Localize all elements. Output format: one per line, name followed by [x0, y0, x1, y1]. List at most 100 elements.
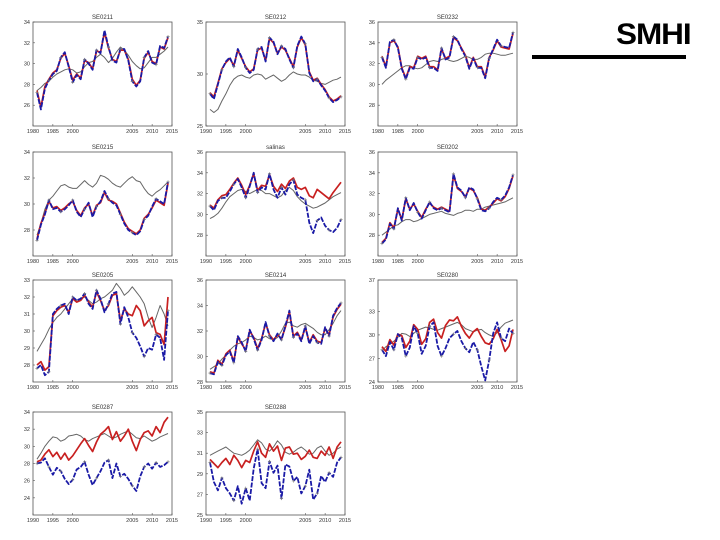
chart-panel-se0214: SE0214 28 30 32 34 36 1980 1985 2000 2005 2010 2015 — [197, 273, 351, 391]
observation-marker — [487, 206, 491, 210]
series-line-observed — [36, 181, 169, 241]
y-tick-label: 32 — [24, 295, 30, 301]
x-tick-label: 1995 — [220, 259, 232, 265]
observation-marker — [71, 198, 75, 202]
series-line-observed — [209, 448, 342, 505]
x-tick-label: 2005 — [126, 518, 138, 524]
observation-marker — [130, 331, 134, 335]
series-line-observed — [381, 32, 514, 81]
y-tick-label: 32 — [197, 329, 203, 335]
chart-title: SE0202 — [437, 145, 459, 151]
observation-marker — [380, 348, 384, 352]
observation-marker — [303, 324, 307, 328]
observation-marker — [339, 455, 343, 459]
observation-marker — [279, 338, 284, 342]
series-line-reference — [36, 430, 169, 460]
x-tick-label: 2010 — [319, 129, 331, 135]
chart-panel-se0232: SE0232 28 30 32 34 36 1980 1985 2000 2005 2010 2015 — [369, 15, 523, 135]
chart-title: SE0215 — [92, 145, 114, 151]
x-tick-label: 2005 — [126, 259, 138, 265]
x-tick-label: 2015 — [339, 129, 351, 135]
series-line-observed — [209, 35, 342, 103]
series-line-reference — [36, 46, 169, 91]
observation-marker — [279, 185, 284, 189]
observation-marker — [451, 34, 456, 39]
series-line-modelled — [209, 172, 342, 210]
x-tick-label: 1980 — [372, 129, 384, 135]
x-tick-label: 2010 — [146, 259, 158, 265]
observation-marker — [106, 302, 111, 306]
y-tick-label: 24 — [369, 380, 375, 386]
x-tick-label: 2000 — [412, 129, 424, 135]
observation-marker — [256, 47, 260, 51]
observation-marker — [291, 66, 295, 70]
x-tick-label: 2000 — [240, 129, 252, 135]
smhi-logo: SMHI — [616, 18, 692, 51]
observation-marker — [475, 197, 479, 201]
observation-marker — [118, 474, 122, 478]
observation-marker — [220, 68, 224, 72]
x-tick-label: 2005 — [471, 129, 483, 135]
observation-marker — [71, 478, 75, 482]
x-tick-label: 2015 — [166, 385, 178, 391]
y-tick-label: 33 — [369, 309, 375, 315]
x-tick-label: 1985 — [47, 259, 59, 265]
observation-marker — [279, 44, 284, 48]
x-tick-label: 2010 — [319, 259, 331, 265]
observation-marker — [106, 197, 111, 201]
observation-marker — [463, 346, 467, 350]
observation-marker — [291, 178, 295, 182]
chart-panel-se0202: SE0202 28 30 32 34 36 1980 1985 2000 2005 2010 2015 — [369, 145, 523, 265]
observation-marker — [499, 336, 503, 340]
y-tick-label: 36 — [369, 150, 375, 156]
x-tick-label: 1980 — [27, 129, 39, 135]
x-tick-label: 2015 — [511, 259, 523, 265]
x-tick-label: 2005 — [299, 259, 311, 265]
observation-marker — [106, 45, 111, 49]
observation-marker — [142, 354, 146, 359]
y-tick-label: 30 — [369, 333, 375, 339]
x-tick-label: 2005 — [299, 518, 311, 524]
x-tick-label: 1985 — [392, 385, 404, 391]
observation-marker — [428, 200, 432, 204]
y-tick-label: 32 — [24, 427, 30, 433]
x-tick-label: 1990 — [27, 518, 39, 524]
x-tick-label: 1980 — [200, 385, 212, 391]
observation-marker — [166, 180, 170, 184]
y-tick-label: 37 — [369, 278, 375, 284]
logo-underline — [532, 55, 686, 59]
y-tick-label: 28 — [197, 380, 203, 386]
chart-panel-se0288: SE0288 25 27 29 31 33 35 1990 1995 2000 2005 2010 20… — [197, 405, 351, 524]
plot-frame — [205, 279, 346, 383]
x-tick-label: 1985 — [392, 259, 404, 265]
observation-marker — [404, 354, 408, 358]
chart-panel-se0287: SE0287 24 26 28 30 32 34 1990 1995 2000 2005 2010 20… — [24, 405, 178, 524]
series-line-reference — [209, 186, 342, 220]
observation-marker — [404, 77, 408, 81]
observation-marker — [232, 182, 236, 186]
y-tick-label: 27 — [197, 492, 203, 498]
observation-marker — [267, 334, 272, 338]
y-tick-label: 28 — [24, 82, 30, 88]
y-tick-label: 34 — [197, 304, 203, 310]
observation-marker — [94, 48, 99, 52]
observation-marker — [244, 66, 248, 70]
chart-title: SE0205 — [92, 273, 114, 279]
chart-panel-se0215: SE0215 28 30 32 34 1980 1985 2000 2005 2010 2015 — [24, 145, 178, 265]
plot-frame — [205, 151, 346, 257]
x-tick-label: 2000 — [67, 129, 79, 135]
y-tick-label: 36 — [369, 20, 375, 26]
y-tick-label: 30 — [24, 62, 30, 68]
observation-marker — [392, 348, 396, 352]
y-tick-label: 25 — [197, 124, 203, 130]
observation-marker — [315, 219, 319, 223]
observation-marker — [220, 196, 224, 200]
plot-frame — [377, 21, 518, 127]
observation-marker — [94, 476, 99, 480]
observation-marker — [208, 204, 212, 208]
observation-marker — [428, 66, 432, 70]
x-tick-label: 1990 — [200, 129, 212, 135]
chart-panel-se0280: SE0280 24 27 30 33 37 1980 1985 2000 2005 2010 2015 — [369, 273, 523, 391]
y-tick-label: 26 — [24, 103, 30, 109]
x-tick-label: 2005 — [299, 385, 311, 391]
